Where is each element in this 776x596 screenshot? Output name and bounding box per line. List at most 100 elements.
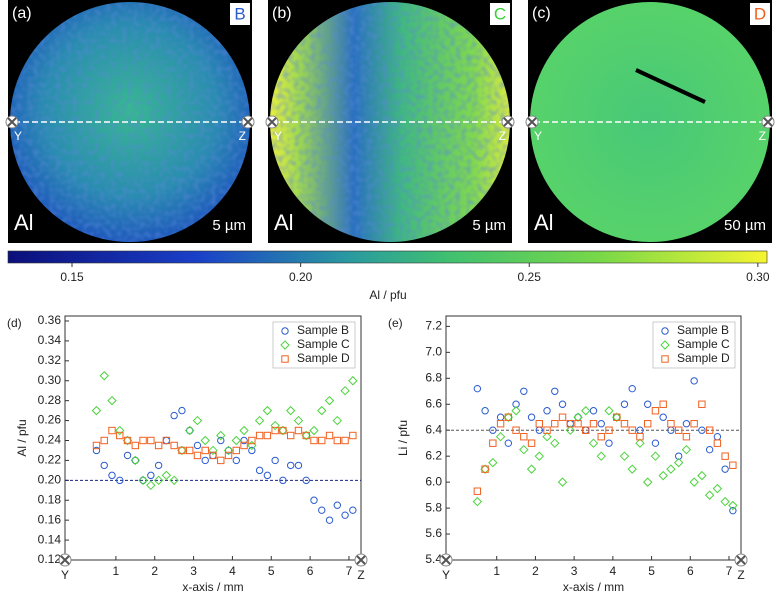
point <box>503 412 514 422</box>
point <box>473 487 482 495</box>
panel-label: (d) <box>7 316 22 330</box>
legend-label: Sample B <box>297 323 349 337</box>
point <box>512 426 520 434</box>
point <box>543 407 551 415</box>
point <box>597 420 605 428</box>
point <box>681 444 692 455</box>
point <box>201 456 209 465</box>
point <box>217 436 225 445</box>
point <box>643 400 652 408</box>
panel-label: (b) <box>272 5 292 22</box>
point <box>581 406 591 416</box>
y-tick-label: 6.0 <box>425 474 442 488</box>
legend-label: Sample D <box>677 351 730 365</box>
point <box>138 475 148 486</box>
point <box>721 465 729 473</box>
y-tick-label: 6.2 <box>425 448 442 462</box>
x-tick-label: 1 <box>113 564 120 578</box>
point <box>690 377 698 385</box>
point <box>333 436 342 445</box>
legend-marker <box>281 327 289 335</box>
map-disc <box>530 2 770 242</box>
colorbar-tick-label: 0.20 <box>289 270 313 284</box>
point <box>200 435 210 446</box>
point <box>116 431 124 440</box>
point <box>286 431 295 440</box>
point <box>481 465 489 473</box>
point <box>279 476 287 485</box>
point <box>318 506 326 514</box>
point <box>169 475 179 486</box>
point <box>139 476 147 485</box>
point <box>605 426 613 434</box>
point <box>604 406 614 416</box>
y-marker: Y <box>14 129 22 143</box>
point <box>170 411 178 420</box>
point <box>612 412 622 422</box>
point <box>99 371 109 381</box>
crack <box>635 68 706 104</box>
legend-marker <box>661 327 669 335</box>
legend-label: Sample B <box>677 323 729 337</box>
legend-marker <box>660 340 670 350</box>
point <box>209 451 217 460</box>
legend-box <box>652 321 736 369</box>
point <box>317 405 327 416</box>
y-marker: Y <box>442 568 450 582</box>
y-tick-label: 5.6 <box>425 526 442 540</box>
point <box>108 471 116 480</box>
point <box>240 441 248 450</box>
y-tick-label: 0.34 <box>38 333 62 347</box>
point <box>192 415 203 426</box>
x-tick-label: 3 <box>190 564 197 578</box>
point <box>620 400 629 408</box>
point <box>698 426 706 434</box>
point <box>293 415 304 426</box>
point <box>270 420 280 431</box>
point <box>488 457 498 468</box>
point <box>674 452 683 460</box>
point <box>682 420 691 428</box>
point <box>589 420 598 428</box>
point <box>184 425 195 436</box>
point <box>721 452 729 460</box>
y-tick-label: 0.16 <box>38 512 62 526</box>
z-marker: Z <box>759 129 766 143</box>
colorbar-tick-label: 0.25 <box>518 270 542 284</box>
point <box>178 406 186 415</box>
point <box>480 464 490 474</box>
point <box>504 413 513 421</box>
point <box>271 456 279 465</box>
point <box>636 433 644 441</box>
point <box>193 451 202 460</box>
x-tick-label: 4 <box>610 564 617 578</box>
point <box>642 477 653 487</box>
point <box>217 456 225 465</box>
element-label: Al <box>14 210 34 235</box>
point <box>659 413 667 421</box>
element-label: Al <box>534 210 554 235</box>
y-marker: Y <box>274 129 282 143</box>
x-axis-label: x-axis / mm <box>182 580 243 594</box>
point <box>511 406 521 416</box>
point <box>91 405 102 416</box>
point <box>728 500 738 511</box>
point <box>349 431 357 440</box>
y-tick-label: 7.0 <box>425 345 442 359</box>
point <box>92 441 101 450</box>
point <box>527 439 536 447</box>
point <box>573 412 583 422</box>
point <box>481 407 489 415</box>
y-tick-label: 6.8 <box>425 370 442 384</box>
point <box>673 457 684 468</box>
point <box>116 476 124 485</box>
end-marker-cross <box>243 117 253 127</box>
point <box>147 471 155 480</box>
y-tick-label: 0.22 <box>38 453 62 467</box>
point <box>705 426 714 434</box>
point <box>302 476 310 485</box>
point <box>582 426 590 434</box>
point <box>324 395 335 406</box>
point <box>309 425 319 436</box>
legend-marker <box>661 355 669 363</box>
